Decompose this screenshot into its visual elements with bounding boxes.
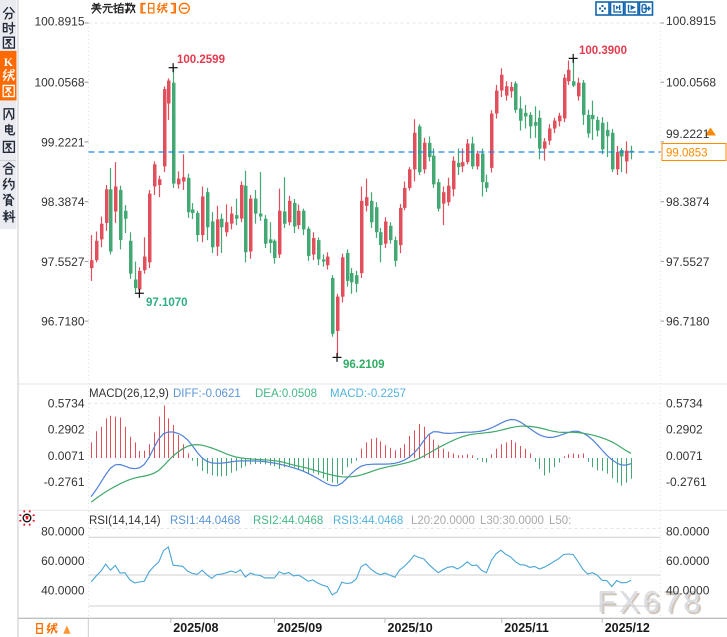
svg-text:L20:20.0000: L20:20.0000: [411, 515, 475, 527]
svg-text:99.2221: 99.2221: [666, 127, 710, 141]
svg-text:L30:30.0000: L30:30.0000: [480, 515, 544, 527]
svg-text:-0.2761: -0.2761: [666, 475, 707, 489]
svg-text:0.2902: 0.2902: [48, 423, 85, 437]
svg-text:96.2109: 96.2109: [343, 359, 385, 371]
svg-text:2025/10: 2025/10: [388, 621, 433, 635]
svg-text:0.0071: 0.0071: [666, 449, 703, 463]
svg-text:2025/11: 2025/11: [504, 621, 549, 635]
svg-text:2025/12: 2025/12: [605, 621, 650, 635]
svg-text:96.7180: 96.7180: [41, 315, 85, 329]
svg-text:97.5527: 97.5527: [666, 255, 710, 269]
svg-text:98.3874: 98.3874: [666, 195, 710, 209]
svg-text:MACD(26,12,9): MACD(26,12,9): [89, 388, 169, 400]
svg-text:0.5734: 0.5734: [48, 397, 85, 411]
svg-text:99.0853: 99.0853: [666, 148, 708, 160]
svg-text:DIFF:-0.0621: DIFF:-0.0621: [173, 388, 241, 400]
svg-text:100.2599: 100.2599: [177, 54, 225, 66]
svg-text:DEA:0.0508: DEA:0.0508: [255, 388, 317, 400]
svg-text:K: K: [4, 55, 14, 69]
svg-text:2025/08: 2025/08: [173, 621, 218, 635]
svg-text:97.1070: 97.1070: [146, 297, 188, 309]
svg-text:L50:: L50:: [549, 515, 571, 527]
svg-text:RSI1:44.0468: RSI1:44.0468: [170, 515, 240, 527]
svg-text:FX678: FX678: [599, 586, 705, 621]
svg-text:0.2902: 0.2902: [666, 423, 703, 437]
svg-text:60.0000: 60.0000: [666, 554, 710, 568]
svg-text:97.5527: 97.5527: [41, 255, 85, 269]
svg-text:99.2221: 99.2221: [41, 135, 85, 149]
svg-text:80.0000: 80.0000: [41, 525, 85, 539]
svg-text:2025/09: 2025/09: [277, 621, 322, 635]
svg-text:40.0000: 40.0000: [666, 584, 710, 598]
svg-text:60.0000: 60.0000: [41, 554, 85, 568]
svg-text:RSI(14,14,14): RSI(14,14,14): [89, 515, 161, 527]
svg-text:RSI2:44.0468: RSI2:44.0468: [253, 515, 323, 527]
svg-text:100.0568: 100.0568: [666, 76, 716, 90]
svg-text:80.0000: 80.0000: [666, 525, 710, 539]
svg-text:40.0000: 40.0000: [41, 584, 85, 598]
svg-text:FX678: FX678: [597, 584, 703, 619]
svg-text:-0.2761: -0.2761: [44, 475, 85, 489]
svg-text:98.3874: 98.3874: [41, 195, 85, 209]
svg-text:MACD:-0.2257: MACD:-0.2257: [330, 388, 406, 400]
svg-text:0.5734: 0.5734: [666, 397, 703, 411]
svg-text:RSI3:44.0468: RSI3:44.0468: [333, 515, 403, 527]
svg-text:100.8915: 100.8915: [34, 15, 84, 29]
svg-text:100.3900: 100.3900: [579, 45, 627, 57]
svg-text:0.0071: 0.0071: [48, 449, 85, 463]
svg-text:100.0568: 100.0568: [34, 76, 84, 90]
svg-text:100.8915: 100.8915: [666, 14, 716, 28]
svg-text:96.7180: 96.7180: [666, 315, 710, 329]
